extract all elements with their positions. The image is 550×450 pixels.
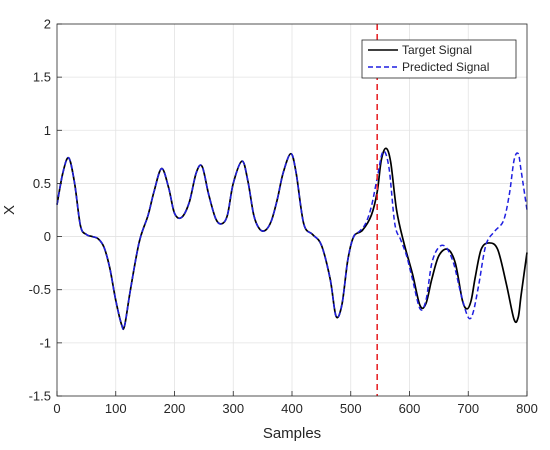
- y-tick-label: 0: [44, 229, 51, 244]
- x-tick-label: 800: [516, 401, 538, 416]
- grid: [57, 24, 527, 396]
- y-tick-label: 1: [44, 123, 51, 138]
- y-tick-label: 0.5: [33, 176, 51, 191]
- y-tick-label: 1.5: [33, 70, 51, 85]
- x-tick-label: 0: [53, 401, 60, 416]
- series-line-predicted-signal: [56, 150, 528, 330]
- y-tick-label: 2: [44, 17, 51, 32]
- x-tick-label: 500: [340, 401, 362, 416]
- x-tick-label: 600: [399, 401, 421, 416]
- y-tick-label: -1.5: [29, 389, 51, 404]
- x-tick-label: 700: [457, 401, 479, 416]
- x-tick-label: 400: [281, 401, 303, 416]
- y-tick-label: -1: [39, 335, 51, 350]
- y-axis-title: X: [1, 205, 18, 215]
- x-tick-label: 100: [105, 401, 127, 416]
- x-tick-label: 200: [164, 401, 186, 416]
- x-axis-title: Samples: [263, 425, 321, 442]
- tick-labels: 0 100 200 300 400 500 600 700 800 -1.5 -1 -0.5 0 0.5 1…: [29, 17, 538, 417]
- legend-box: [361, 39, 517, 79]
- x-tick-label: 300: [222, 401, 244, 416]
- legend-label-target-signal: Target Signal: [402, 43, 472, 57]
- legend: Target Signal Predicted Signal: [361, 39, 517, 79]
- series-layer: [56, 147, 528, 331]
- y-tick-label: -0.5: [29, 282, 51, 297]
- legend-label-predicted-signal: Predicted Signal: [402, 60, 489, 74]
